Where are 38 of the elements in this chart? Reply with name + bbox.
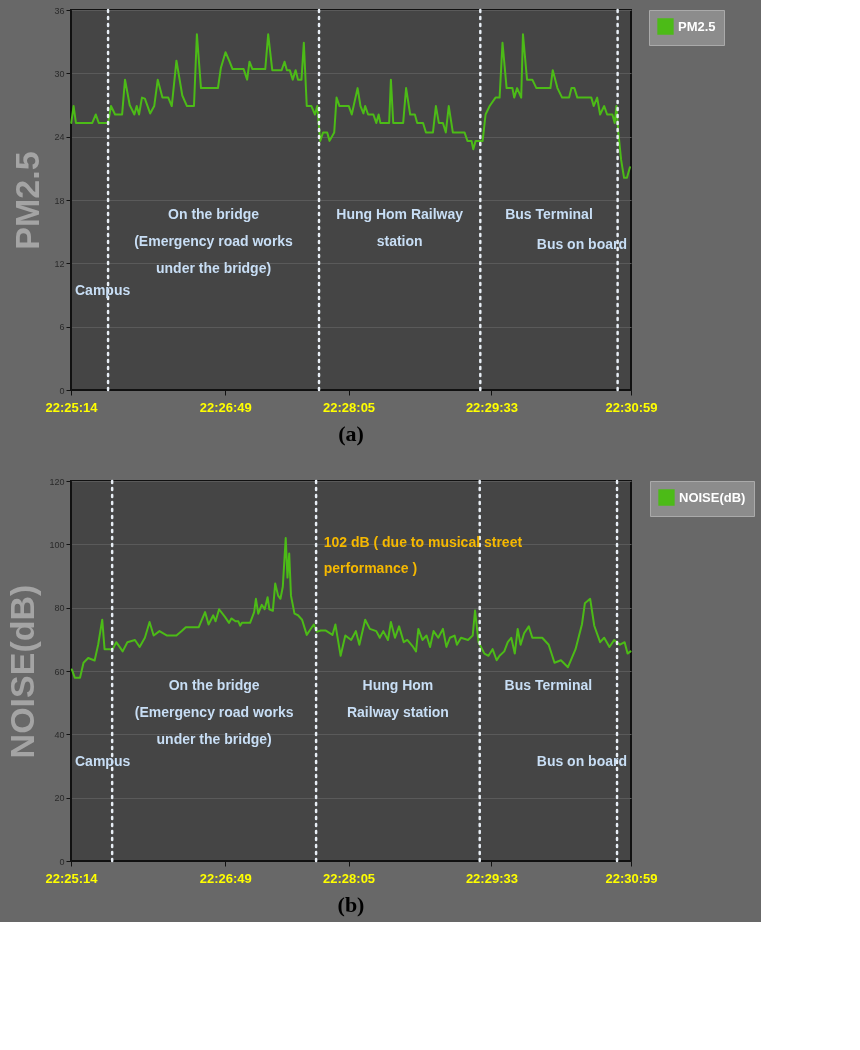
y-axis-title: NOISE(dB) [3,584,42,759]
x-tick-label: 22:28:05 [323,399,376,415]
y-tick-label: 36 [54,5,65,16]
x-tick-label: 22:25:14 [45,399,99,415]
legend-label: NOISE(dB) [679,489,746,505]
y-tick-label: 12 [54,258,65,269]
line-series [70,537,632,679]
x-tick-label: 22:25:14 [45,870,99,886]
annotation: Campus [75,752,131,769]
line-series [70,33,631,179]
annotation: On the bridge (Emergency road works under the bridge) [134,205,294,276]
annotation: Hung Hom Railway station [346,676,449,720]
annotation: Bus Terminal [504,676,593,693]
y-tick-label: 6 [59,322,65,333]
annotation: Bus Terminal [505,205,593,222]
x-tick-label: 22:30:59 [605,399,658,415]
x-tick-label: 22:28:05 [323,870,376,886]
legend-label: PM2.5 [678,18,716,34]
annotation: Bus on board [536,236,627,252]
x-tick-label: 22:29:33 [465,399,518,415]
annotation: Campus [75,281,131,298]
y-tick-label: 20 [54,793,65,804]
annotation: Hung Hom Railway station [336,205,464,249]
y-tick-label: 18 [54,195,65,206]
y-axis-title: PM2.5 [8,151,47,250]
y-tick-label: 120 [49,476,65,487]
x-tick-label: 22:26:49 [199,870,252,886]
x-tick-label: 22:26:49 [199,399,252,415]
y-tick-label: 24 [54,132,65,143]
x-tick-label: 22:30:59 [605,870,658,886]
annotation: Bus on board [536,752,627,769]
y-tick-label: 60 [54,666,65,677]
annotation: 102 dB ( due to musical street performance ) [323,534,523,576]
y-tick-label: 100 [49,539,65,550]
text: (b) [337,892,365,917]
x-tick-label: 22:29:33 [465,870,518,886]
text: (a) [338,421,364,446]
annotation: On the bridge (Emergency road works under the bridge) [134,676,294,747]
